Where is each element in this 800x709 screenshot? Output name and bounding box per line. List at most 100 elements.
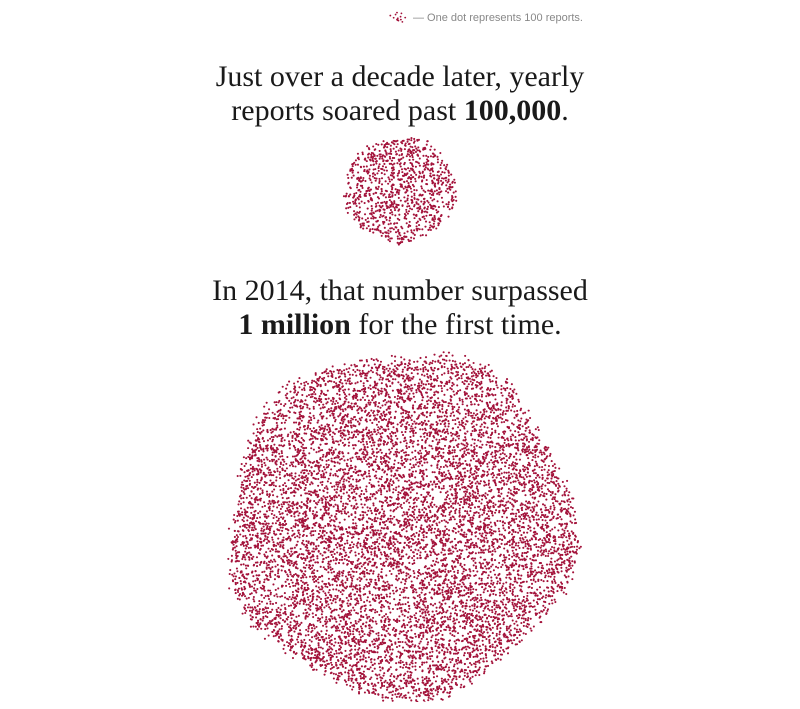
- report-dot: [280, 415, 283, 418]
- report-dot: [546, 521, 549, 525]
- report-dot: [423, 168, 426, 171]
- report-dot: [290, 604, 293, 607]
- report-dot: [514, 515, 517, 518]
- report-dot: [416, 417, 419, 420]
- report-dot: [374, 186, 378, 189]
- report-dot: [377, 169, 380, 172]
- report-dot: [498, 588, 501, 591]
- report-dot: [421, 210, 424, 213]
- report-dot: [446, 206, 450, 209]
- report-dot: [454, 477, 457, 480]
- report-dot: [430, 547, 433, 550]
- report-dot: [292, 461, 295, 464]
- report-dot: [347, 641, 350, 644]
- headline-2014: In 2014, that number surpassed 1 million…: [0, 274, 800, 342]
- report-dot: [568, 537, 571, 540]
- report-dot: [287, 479, 290, 482]
- report-dot: [369, 604, 372, 607]
- report-dot: [316, 421, 319, 424]
- report-dot: [457, 426, 460, 429]
- report-dot: [359, 638, 362, 641]
- report-dot: [352, 196, 355, 199]
- report-dot: [271, 536, 274, 539]
- report-dot: [411, 643, 414, 646]
- report-dot: [283, 520, 286, 523]
- report-dot: [550, 471, 553, 474]
- report-dot: [259, 510, 262, 513]
- report-dot: [336, 596, 339, 599]
- report-dot: [384, 196, 387, 199]
- report-dot: [560, 510, 563, 513]
- report-dot: [377, 185, 380, 188]
- report-dot: [469, 459, 472, 462]
- report-dot: [319, 407, 322, 410]
- report-dot: [527, 527, 530, 530]
- report-dot: [324, 500, 327, 504]
- report-dot: [507, 439, 510, 442]
- report-dot: [398, 208, 401, 211]
- report-dot: [368, 600, 371, 603]
- report-dot: [471, 604, 474, 607]
- report-dot: [249, 442, 252, 445]
- report-dot: [406, 194, 410, 197]
- report-dot: [415, 688, 418, 691]
- report-dot: [248, 479, 251, 482]
- report-dot: [517, 617, 520, 620]
- report-dot: [437, 177, 441, 180]
- report-dot: [430, 516, 433, 519]
- report-dot: [414, 180, 417, 183]
- report-dot: [458, 399, 461, 402]
- report-dot: [417, 162, 420, 165]
- report-dot: [324, 383, 327, 387]
- report-dot: [351, 165, 354, 168]
- report-dot: [435, 211, 439, 214]
- report-dot: [529, 602, 532, 605]
- report-dot: [452, 626, 455, 629]
- report-dot: [243, 580, 246, 583]
- report-dot: [323, 638, 326, 641]
- report-dot: [303, 384, 306, 387]
- report-dot: [281, 522, 285, 526]
- report-dot: [414, 665, 417, 668]
- report-dot: [410, 384, 413, 387]
- report-dot: [409, 441, 412, 444]
- report-dot: [438, 643, 441, 646]
- report-dot: [328, 516, 331, 519]
- report-dot: [453, 648, 456, 651]
- report-dot: [260, 463, 263, 466]
- report-dot: [491, 626, 494, 629]
- report-dot: [443, 509, 446, 512]
- report-dot: [346, 562, 349, 566]
- report-dot: [414, 588, 417, 591]
- report-dot: [331, 550, 334, 553]
- report-dot: [533, 481, 536, 484]
- report-dot: [252, 423, 255, 426]
- report-dot: [494, 610, 497, 613]
- report-dot: [389, 432, 392, 435]
- report-dot: [423, 148, 426, 151]
- report-dot: [383, 208, 386, 211]
- report-dot: [285, 467, 288, 470]
- report-dot: [341, 508, 344, 511]
- report-dot: [494, 593, 497, 596]
- report-dot: [410, 139, 413, 142]
- report-dot: [386, 501, 389, 504]
- report-dot: [451, 657, 454, 660]
- report-dot: [378, 588, 381, 591]
- report-dot: [455, 199, 458, 202]
- report-dot: [398, 619, 401, 622]
- report-dot: [395, 205, 398, 208]
- report-dot: [529, 578, 533, 581]
- report-dot: [468, 669, 471, 672]
- report-dot: [373, 646, 376, 649]
- legend-dot: [394, 13, 397, 16]
- report-dot: [278, 510, 281, 513]
- report-dot: [515, 614, 519, 617]
- report-dot: [358, 688, 361, 691]
- report-dot: [298, 386, 301, 389]
- report-dot: [369, 493, 372, 496]
- report-dot: [380, 568, 383, 571]
- report-dot: [359, 542, 362, 545]
- report-dot: [543, 571, 546, 574]
- report-dot: [363, 601, 366, 604]
